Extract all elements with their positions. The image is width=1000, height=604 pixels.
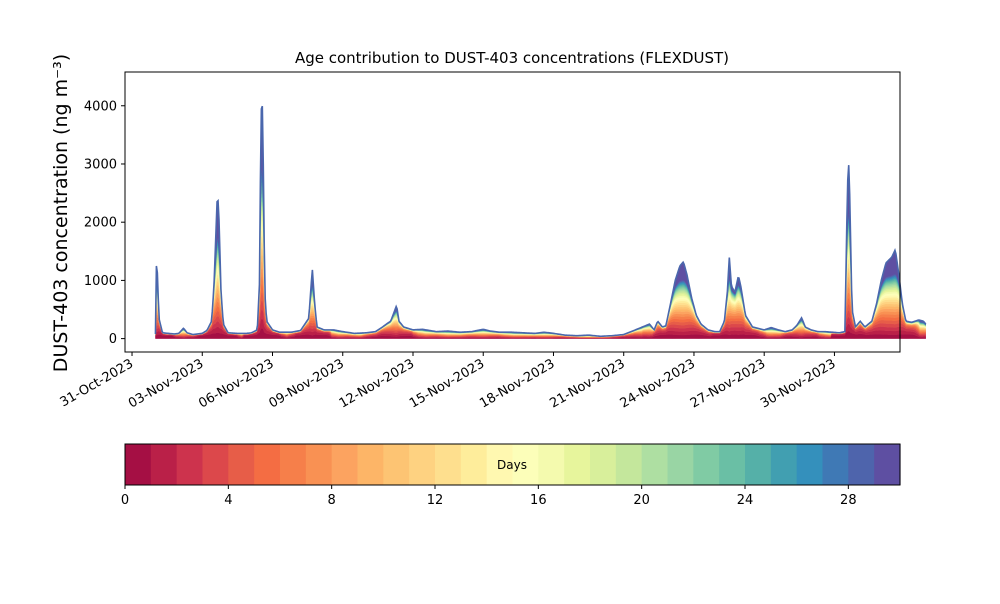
colorbar-cell-1: [150, 444, 178, 485]
colorbar-cell-19: [615, 444, 643, 485]
x-tick-label-5: 15-Nov-2023: [407, 356, 487, 411]
age-band-9: [155, 254, 926, 338]
colorbar-cell-9: [357, 444, 384, 485]
age-band-17: [155, 209, 926, 337]
age-band-29: [155, 106, 926, 337]
colorbar-cell-21: [667, 444, 694, 485]
colorbar-cell-17: [564, 444, 591, 485]
colorbar-cell-10: [383, 444, 410, 485]
colorbar-cell-2: [176, 444, 204, 485]
colorbar-tick-label-28: 28: [840, 493, 857, 508]
age-band-18: [155, 205, 926, 337]
age-band-12: [155, 235, 926, 337]
total-concentration-line: [154, 105, 927, 338]
colorbar-cell-25: [770, 444, 798, 485]
colorbar-tick-label-8: 8: [328, 493, 336, 508]
age-band-19: [155, 200, 926, 337]
colorbar-cell-8: [331, 444, 359, 485]
colorbar-cell-28: [848, 444, 875, 485]
age-band-26: [155, 175, 926, 337]
y-tick-label-1000: 1000: [84, 274, 117, 289]
colorbar-cell-14: [486, 444, 514, 485]
age-band-14: [155, 224, 926, 337]
colorbar: 0 4 8 12 16 20 24 28: [121, 443, 901, 508]
y-tick-label-3000: 3000: [84, 157, 117, 172]
chart-title: Age contribution to DUST-403 concentrati…: [295, 49, 729, 67]
age-band-10: [155, 248, 926, 338]
colorbar-tick-label-20: 20: [633, 493, 650, 508]
colorbar-cell-15: [512, 444, 539, 485]
colorbar-tick-label-0: 0: [121, 493, 129, 508]
colorbar-cell-7: [305, 444, 333, 485]
x-tick-label-1: 03-Nov-2023: [126, 356, 206, 411]
x-tick-label-6: 18-Nov-2023: [477, 356, 557, 411]
age-band-11: [155, 241, 926, 337]
y-axis-label: DUST-403 concentration (ng m⁻³): [50, 54, 72, 372]
y-tick-label-2000: 2000: [84, 216, 117, 231]
colorbar-cell-23: [719, 444, 746, 485]
y-axis: 0 1000 2000 3000 4000: [84, 99, 125, 347]
colorbar-cell-12: [435, 444, 462, 485]
colorbar-cell-29: [874, 444, 901, 485]
colorbar-tick-label-4: 4: [224, 493, 232, 508]
age-band-15: [155, 219, 926, 337]
age-band-13: [155, 230, 926, 337]
colorbar-cell-6: [280, 444, 307, 485]
colorbar-cell-16: [538, 444, 565, 485]
x-tick-label-10: 30-Nov-2023: [758, 356, 838, 411]
colorbar-label: Days: [497, 458, 527, 472]
colorbar-cell-18: [590, 444, 617, 485]
colorbar-cell-20: [641, 444, 669, 485]
colorbar-tick-label-16: 16: [530, 493, 547, 508]
colorbar-cell-4: [228, 444, 255, 485]
colorbar-cell-22: [693, 444, 720, 485]
y-tick-label-0: 0: [109, 332, 117, 347]
age-band-23: [155, 185, 926, 337]
x-tick-label-8: 24-Nov-2023: [618, 356, 698, 411]
age-band-27: [155, 172, 926, 337]
x-tick-label-7: 21-Nov-2023: [547, 356, 627, 411]
age-band-22: [155, 188, 926, 337]
age-band-28: [155, 169, 926, 337]
x-tick-label-4: 12-Nov-2023: [337, 356, 417, 411]
colorbar-tick-label-12: 12: [427, 493, 444, 508]
x-tick-label-3: 09-Nov-2023: [266, 356, 346, 411]
colorbar-cell-3: [202, 444, 229, 485]
colorbar-cell-11: [409, 444, 436, 485]
colorbar-frame: [124, 443, 901, 486]
age-band-8: [155, 261, 926, 338]
colorbar-tick-label-24: 24: [737, 493, 754, 508]
age-band-21: [155, 192, 926, 337]
age-band-16: [155, 214, 926, 337]
age-band-24: [155, 181, 926, 337]
x-tick-label-9: 27-Nov-2023: [688, 356, 768, 411]
y-tick-label-4000: 4000: [84, 99, 117, 114]
x-tick-label-2: 06-Nov-2023: [196, 356, 276, 411]
colorbar-cell-0: [125, 444, 152, 485]
colorbar-cell-24: [745, 444, 772, 485]
colorbar-cell-26: [796, 444, 824, 485]
colorbar-cell-5: [254, 444, 281, 485]
plot-area: [154, 105, 927, 339]
x-axis: 31-Oct-202303-Nov-202306-Nov-202309-Nov-…: [58, 352, 838, 411]
colorbar-cell-13: [460, 444, 488, 485]
plot-frame: [124, 71, 901, 353]
age-band-25: [155, 178, 926, 337]
age-band-20: [155, 196, 926, 337]
colorbar-cell-27: [822, 444, 849, 485]
